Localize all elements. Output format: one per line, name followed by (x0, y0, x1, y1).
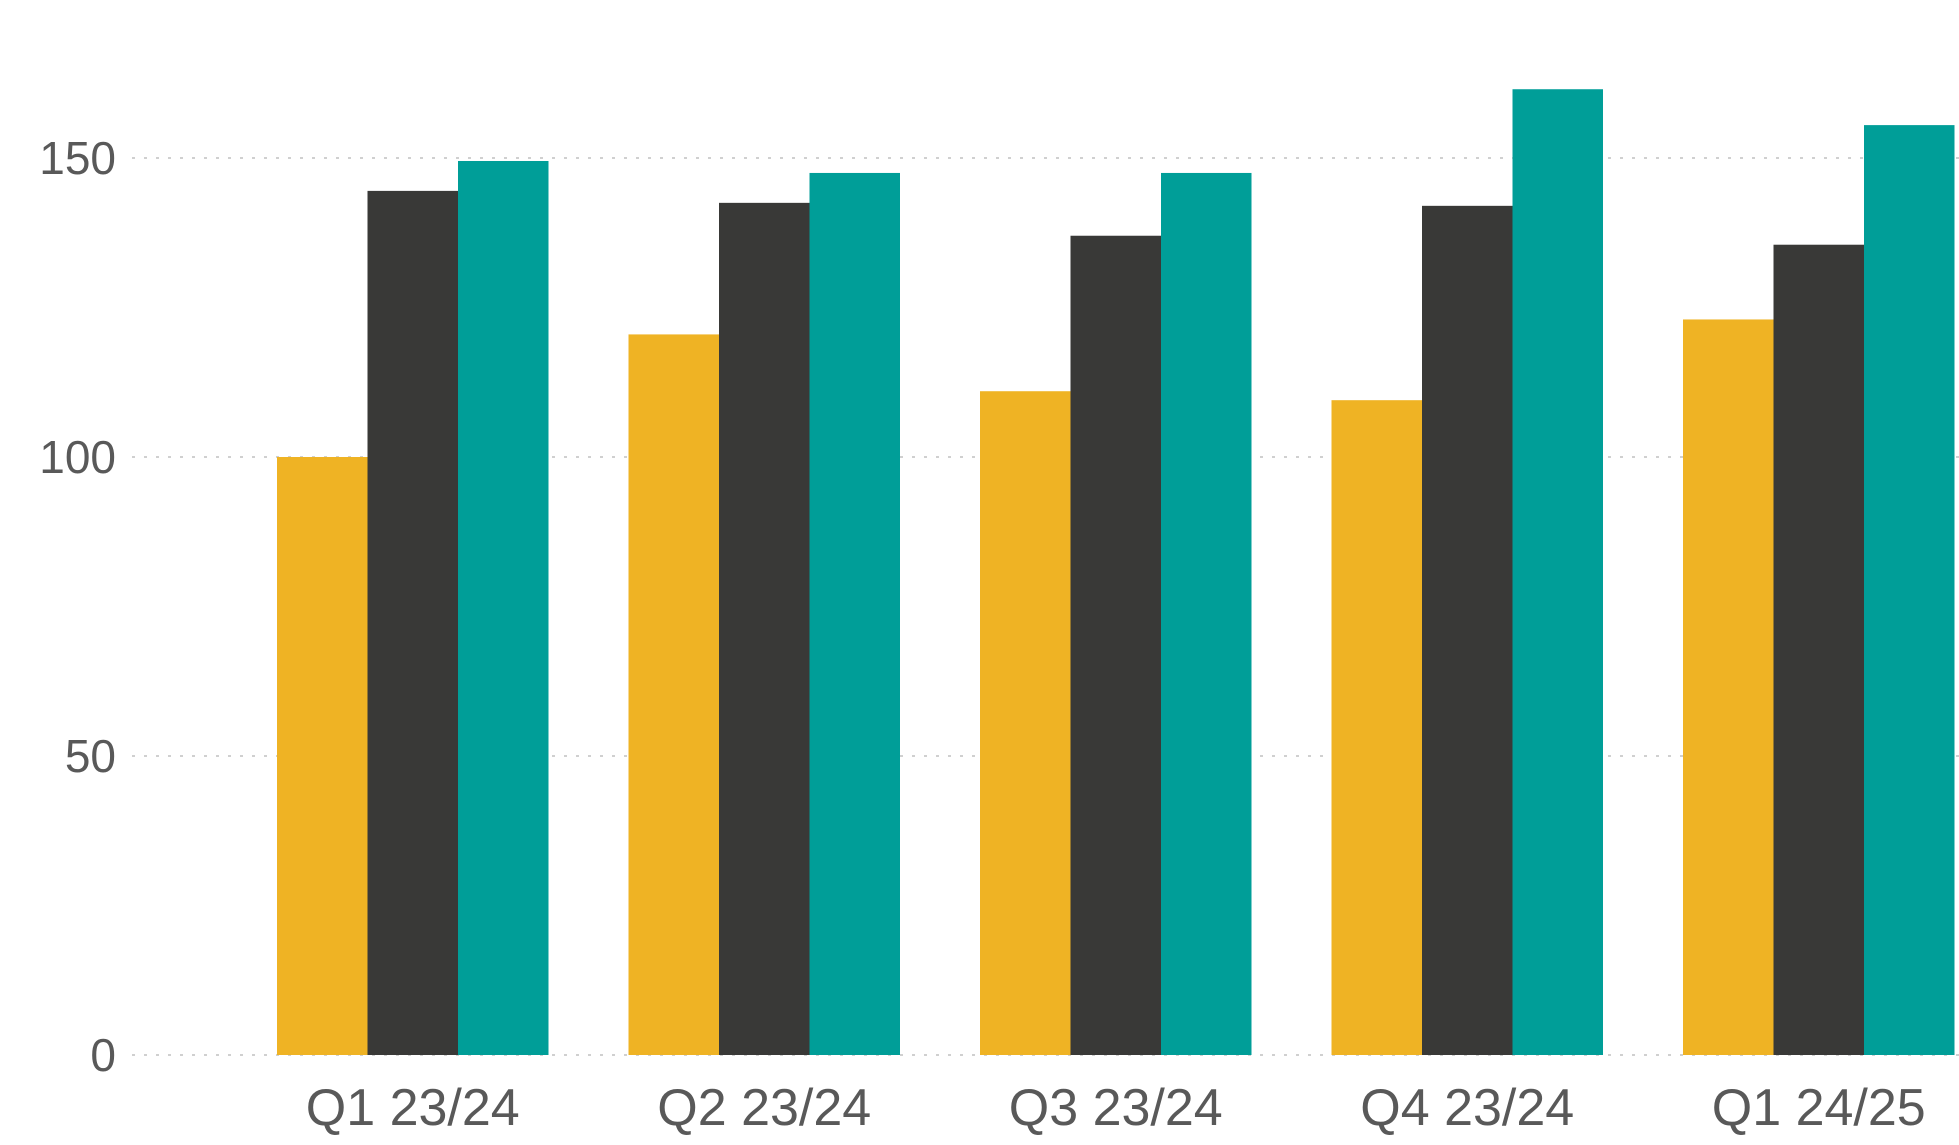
y-axis-ticks: 0 50 100 150 (39, 132, 116, 1081)
bar-series-2-q1-23-24 (367, 190, 458, 1055)
bar-series-1-q2-23-24 (628, 334, 719, 1055)
bar-series-1-q3-23-24 (980, 391, 1071, 1056)
x-tick-label: Q2 23/24 (657, 1079, 871, 1137)
x-tick-label: Q1 24/25 (1712, 1079, 1926, 1137)
bar-series-2-q1-24-25 (1773, 244, 1864, 1055)
y-tick-label: 0 (90, 1029, 116, 1081)
x-tick-label: Q3 23/24 (1009, 1079, 1223, 1137)
x-tick-label: Q1 23/24 (306, 1079, 520, 1137)
x-axis-ticks: Q1 23/24 Q2 23/24 Q3 23/24 Q4 23/24 Q1 24/25 (306, 1079, 1926, 1137)
bar-series-1-q1-23-24 (277, 457, 368, 1055)
y-tick-label: 100 (39, 431, 116, 483)
y-tick-label: 150 (39, 132, 116, 184)
bar-series-3-q2-23-24 (809, 172, 900, 1055)
bar-series-2-q3-23-24 (1070, 235, 1161, 1056)
bar-series-3-q4-23-24 (1512, 89, 1603, 1056)
x-tick-label: Q4 23/24 (1360, 1079, 1574, 1137)
bar-series-3-q3-23-24 (1161, 172, 1252, 1055)
bar-series-3-q1-23-24 (458, 160, 549, 1056)
bar-series-1-q4-23-24 (1331, 400, 1422, 1055)
bars (277, 89, 1955, 1056)
bar-series-1-q1-24-25 (1683, 319, 1774, 1056)
bar-series-2-q4-23-24 (1422, 205, 1513, 1056)
bar-series-3-q1-24-25 (1864, 125, 1955, 1056)
bar-series-2-q2-23-24 (719, 202, 810, 1056)
y-tick-label: 50 (65, 730, 116, 782)
